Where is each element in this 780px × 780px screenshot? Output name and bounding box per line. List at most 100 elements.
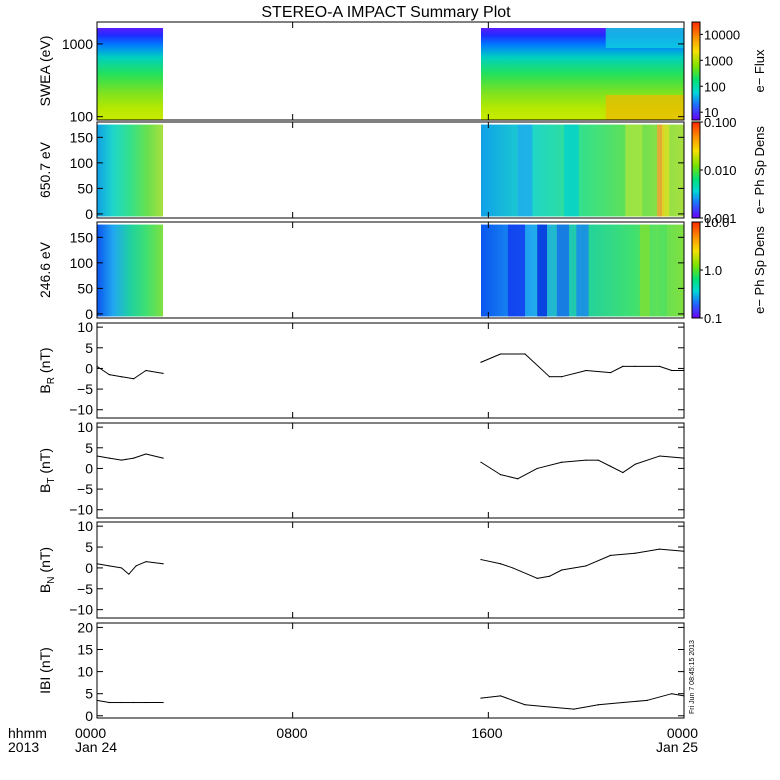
y-tick-label: 5 <box>85 686 93 702</box>
y-axis-label-unit: (nT) <box>37 547 53 577</box>
data-point <box>536 467 538 470</box>
y-axis-label: BT (nT) <box>37 448 57 493</box>
data-point <box>120 567 123 569</box>
data-point <box>133 378 135 380</box>
data-segment <box>598 459 611 467</box>
data-point <box>162 701 164 704</box>
data-segment <box>647 693 672 701</box>
y-axis-label: BR (nT) <box>37 347 57 393</box>
data-segment <box>480 559 501 565</box>
data-point <box>145 369 147 372</box>
data-point <box>145 701 147 704</box>
data-point <box>108 565 110 567</box>
heatmap-feature <box>564 124 579 217</box>
data-point <box>499 695 502 697</box>
data-point <box>120 459 123 461</box>
y-tick-label: 0 <box>85 708 93 724</box>
data-point <box>108 374 110 376</box>
x-tick-label-0000: 0000 <box>75 725 106 741</box>
y-tick-label: 20 <box>77 619 93 635</box>
y-axis-label-sub: R <box>46 377 57 384</box>
heatmap-block <box>97 28 164 120</box>
y-tick-label: 100 <box>70 109 94 125</box>
data-point <box>585 565 587 567</box>
y-axis-label: SWEA (eV) <box>37 36 53 107</box>
y-axis-label-sub: N <box>46 576 57 583</box>
data-segment <box>133 453 147 459</box>
heatmap-block <box>97 124 164 217</box>
panel-frame <box>96 121 685 219</box>
colorbar-tick-label: 100 <box>704 79 726 94</box>
data-point <box>610 371 612 374</box>
data-point <box>480 558 482 561</box>
data-point <box>499 474 502 476</box>
y-tick-label: 10 <box>77 518 93 534</box>
y-tick-label: 0 <box>85 206 93 222</box>
data-segment <box>109 565 122 569</box>
y-tick-label: −10 <box>69 402 93 418</box>
data-segment <box>634 548 660 554</box>
y-tick-label: 5 <box>85 340 93 356</box>
data-segment <box>96 563 110 567</box>
data-segment <box>659 455 685 459</box>
data-segment <box>109 374 122 378</box>
data-point <box>145 561 147 563</box>
data-point <box>622 471 624 474</box>
colorbar-tick-label: 1.0 <box>704 263 722 278</box>
data-segment <box>145 370 164 374</box>
y-tick-label: 0 <box>85 560 93 576</box>
data-segment <box>549 706 574 710</box>
data-segment <box>500 474 518 480</box>
data-segment <box>480 695 501 699</box>
data-segment <box>585 554 611 567</box>
x-tick-label-jan25: Jan 25 <box>656 739 698 755</box>
data-point <box>622 701 624 704</box>
data-point <box>133 457 135 459</box>
heatmap-feature <box>639 224 650 317</box>
data-segment <box>622 463 636 473</box>
y-tick-label: 5 <box>85 440 93 456</box>
data-segment <box>524 353 550 378</box>
data-point <box>634 463 636 465</box>
y-tick-label: −10 <box>69 602 93 618</box>
y-axis-label-unit: (nT) <box>37 347 53 377</box>
heatmap-feature <box>576 224 589 317</box>
data-point <box>120 376 123 378</box>
data-point <box>561 569 563 571</box>
data-point <box>512 567 514 569</box>
data-point <box>597 704 599 706</box>
x-tick-label-0000-end: 0000 <box>667 725 698 741</box>
y-tick-label: 10 <box>77 664 93 680</box>
panel-1: 10000 1000 100 10 e− Flux 1000 100 SWEA (eV) <box>37 21 767 125</box>
data-segment <box>610 552 636 556</box>
heatmap-feature <box>661 124 670 217</box>
colorbar-tick-label: 0.001 <box>704 211 737 226</box>
colorbar-tick-label: 0.100 <box>704 115 737 130</box>
data-point <box>128 573 130 575</box>
data-segment <box>671 693 685 697</box>
x-axis: hhmm 2013 0000 Jan 24 0800 1600 0000 Jan… <box>8 725 698 755</box>
heatmap-block <box>480 124 684 217</box>
data-segment <box>512 567 538 579</box>
x-axis-corner-hhmm: hhmm <box>8 725 47 741</box>
data-point <box>658 365 661 367</box>
y-tick-label: 1000 <box>62 36 93 52</box>
data-segment <box>500 563 513 569</box>
y-axis-label: 650.7 eV <box>37 141 53 198</box>
data-segment <box>96 365 110 376</box>
data-segment <box>128 565 137 575</box>
data-segment <box>622 699 648 704</box>
y-tick-label: 150 <box>70 229 94 245</box>
y-tick-label: 100 <box>70 255 94 271</box>
data-point <box>480 361 482 363</box>
colorbar <box>691 121 701 219</box>
y-axis-label-main: IBI <box>37 677 53 694</box>
y-axis-label-unit: (nT) <box>37 448 53 478</box>
data-point <box>671 693 673 695</box>
colorbar <box>691 221 701 319</box>
colorbar-tick-label: 1000 <box>704 53 733 68</box>
data-segment <box>598 702 623 706</box>
heatmap-feature <box>657 124 665 217</box>
y-axis-label-main: B <box>37 484 53 493</box>
